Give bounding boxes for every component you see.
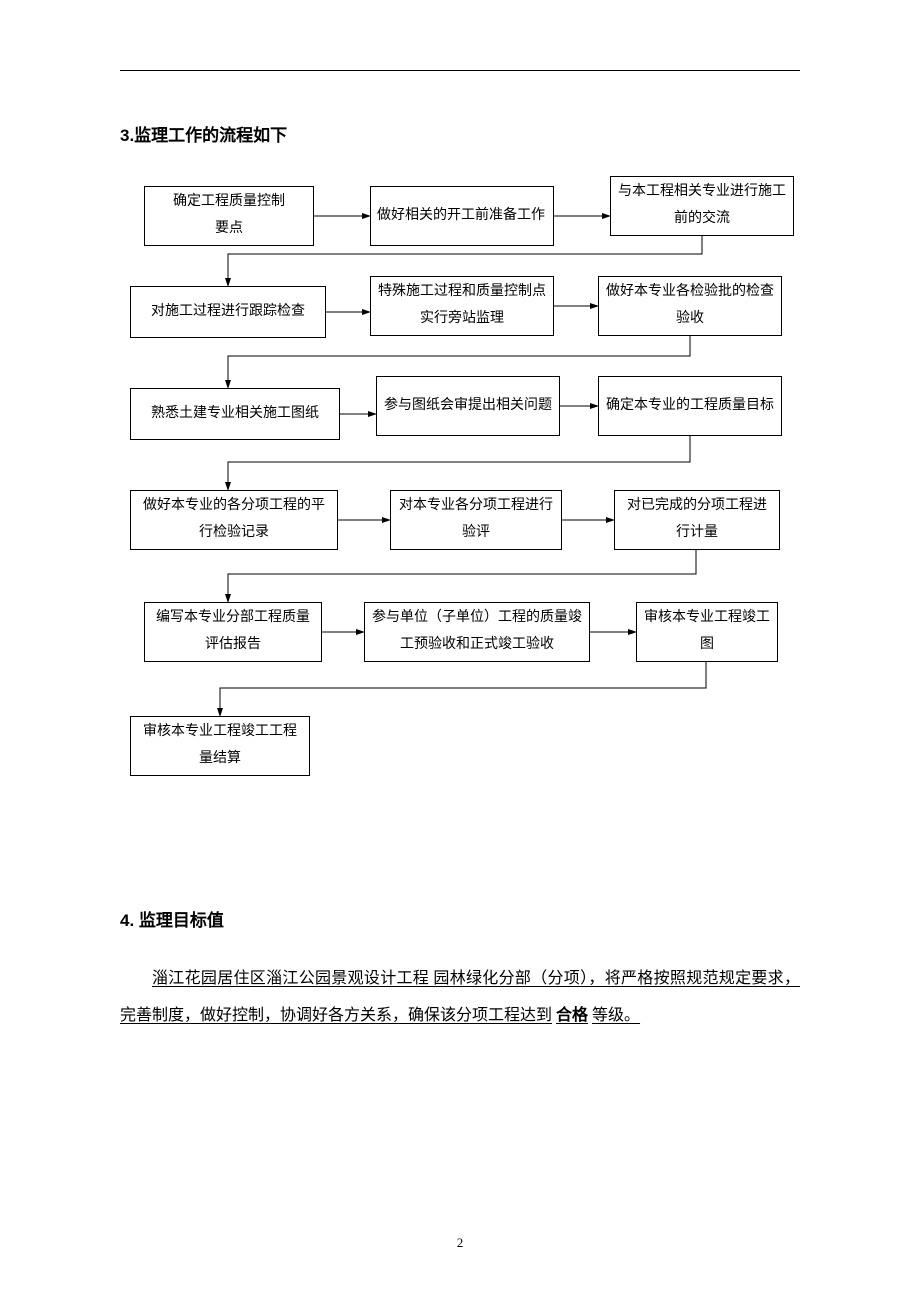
edge-n15-n16: [220, 662, 706, 716]
flow-node-n7: 熟悉土建专业相关施工图纸: [130, 388, 340, 440]
page-number: 2: [0, 1235, 920, 1251]
target-paragraph: 淄江花园居住区淄江公园景观设计工程 园林绿化分部（分项），将严格按照规范规定要求…: [120, 961, 800, 1035]
flow-node-n3: 与本工程相关专业进行施工前的交流: [610, 176, 794, 236]
top-rule: [120, 70, 800, 71]
flow-node-n4: 对施工过程进行跟踪检查: [130, 286, 326, 338]
flow-node-n6: 做好本专业各检验批的检查验收: [598, 276, 782, 336]
flow-node-n13: 编写本专业分部工程质量评估报告: [144, 602, 322, 662]
flow-node-n14: 参与单位（子单位）工程的质量竣工预验收和正式竣工验收: [364, 602, 590, 662]
flow-node-n10: 做好本专业的各分项工程的平行检验记录: [130, 490, 338, 550]
flowchart: 确定工程质量控制要点做好相关的开工前准备工作与本工程相关专业进行施工前的交流对施…: [120, 176, 800, 896]
flow-node-n2: 做好相关的开工前准备工作: [370, 186, 554, 246]
heading-target: 4. 监理目标值: [120, 906, 800, 931]
heading-workflow: 3.监理工作的流程如下: [120, 121, 800, 146]
para-part1: 淄江花园居住区淄江公园景观设计工程 园林绿化分部（分项），将严格按照规范规定要求…: [120, 970, 800, 1024]
edge-n9-n10: [228, 436, 690, 490]
flow-node-n9: 确定本专业的工程质量目标: [598, 376, 782, 436]
flow-node-n15: 审核本专业工程竣工图: [636, 602, 778, 662]
flow-node-n1: 确定工程质量控制要点: [144, 186, 314, 246]
flow-node-n16: 审核本专业工程竣工工程量结算: [130, 716, 310, 776]
para-qualified: 合格: [556, 1007, 588, 1024]
flow-node-n8: 参与图纸会审提出相关问题: [376, 376, 560, 436]
flow-node-n5: 特殊施工过程和质量控制点实行旁站监理: [370, 276, 554, 336]
para-part3: 等级。: [592, 1007, 640, 1024]
flow-node-n12: 对已完成的分项工程进行计量: [614, 490, 780, 550]
flow-node-n11: 对本专业各分项工程进行验评: [390, 490, 562, 550]
edge-n12-n13: [228, 550, 696, 602]
